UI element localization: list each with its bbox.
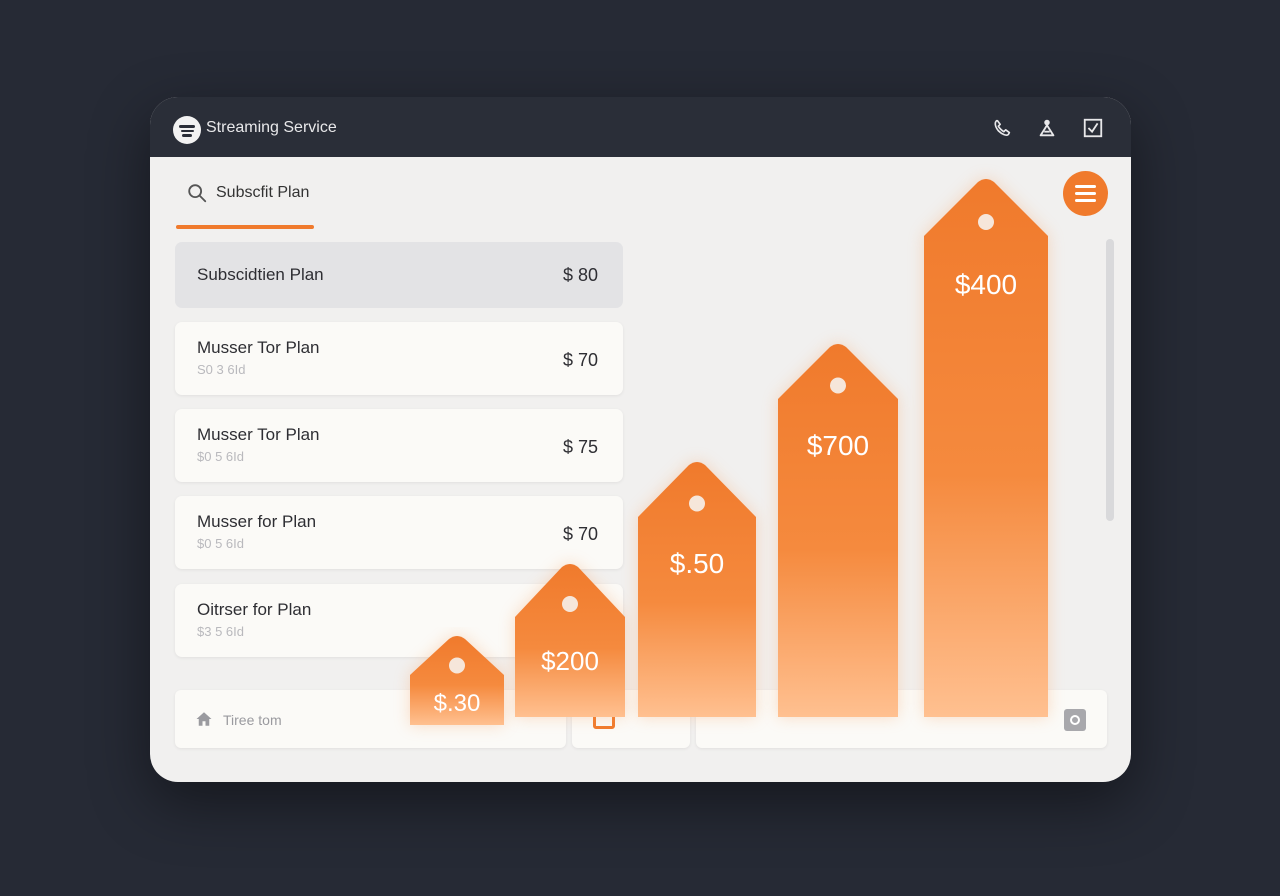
home-icon	[196, 712, 212, 726]
plan-name: Subscidtien Plan	[197, 265, 324, 284]
phone-icon[interactable]	[991, 117, 1013, 139]
app-title: Streaming Service	[206, 119, 337, 136]
search-field[interactable]: Subscfit Plan	[176, 173, 321, 231]
price-tag-label: $.50	[670, 548, 725, 579]
search-icon	[188, 184, 207, 203]
price-tag-label: $400	[955, 269, 1017, 300]
plan-sub: S0 3 6Id	[197, 362, 246, 377]
price-tag-bar[interactable]	[924, 179, 1048, 717]
tag-hole	[449, 657, 465, 674]
price-tag-bar[interactable]	[638, 462, 756, 717]
tag-hole	[562, 596, 578, 612]
search-underline	[176, 225, 314, 229]
price-tag-bar[interactable]	[410, 636, 504, 725]
price-tag-chart: $.30 $200 $.50 $700 $400	[410, 179, 1048, 725]
plan-name: Musser Tor Plan	[197, 425, 320, 444]
tag-hole	[689, 495, 705, 512]
plan-name: Musser for Plan	[197, 512, 317, 531]
price-tag-bar[interactable]	[515, 564, 625, 717]
plan-row[interactable]: Musser Tor Plan S0 3 6Id $ 70	[175, 322, 623, 395]
plan-price: $ 75	[562, 437, 598, 457]
checkbox-icon[interactable]	[1082, 117, 1104, 139]
menu-button[interactable]	[1063, 171, 1108, 216]
plan-name: Musser Tor Plan	[197, 338, 320, 357]
app-logo-icon	[173, 116, 201, 144]
plan-row[interactable]: Musser Tor Plan $0 5 6Id $ 75	[175, 409, 623, 482]
price-tag-label: $700	[807, 430, 869, 461]
settings-icon[interactable]	[1064, 709, 1086, 731]
title-bar: Streaming Service	[150, 97, 1131, 157]
search-text: Subscfit Plan	[216, 184, 310, 201]
tag-hole	[830, 377, 846, 394]
tag-hole	[978, 214, 994, 230]
price-tag-bar[interactable]	[778, 344, 898, 717]
price-tag-label: $200	[541, 646, 599, 676]
plan-row[interactable]: Musser for Plan $0 5 6Id $ 70	[175, 496, 623, 569]
plan-sub: $0 5 6Id	[197, 536, 244, 551]
plan-price: $ 70	[562, 350, 598, 370]
person-icon[interactable]	[1036, 117, 1058, 139]
home-label: Tiree tom	[223, 712, 282, 728]
scrollbar[interactable]	[1106, 239, 1114, 521]
plan-row-selected[interactable]: Subscidtien Plan $ 80	[175, 242, 623, 308]
app-window: Streaming Service Subscfit Plan Subscidt…	[150, 97, 1131, 782]
plan-sub: $3 5 6Id	[197, 624, 244, 639]
price-tag-label: $.30	[434, 690, 481, 717]
plan-price: $ 80	[562, 265, 598, 285]
plan-price: $ 70	[562, 524, 598, 544]
plan-sub: $0 5 6Id	[197, 449, 244, 464]
plan-name: Oitrser for Plan	[197, 600, 312, 619]
